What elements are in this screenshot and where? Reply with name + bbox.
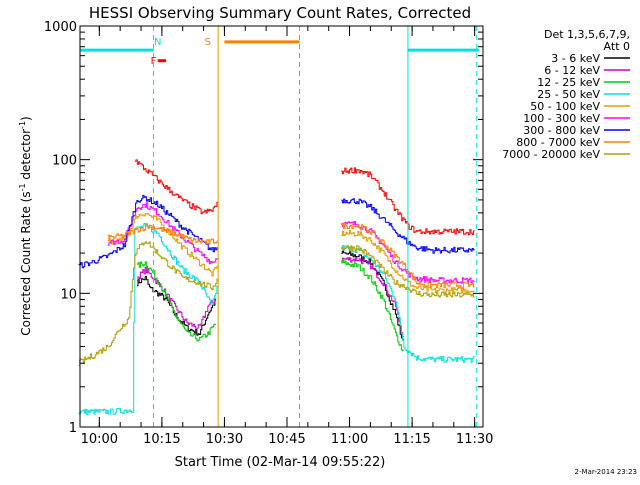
series-layer xyxy=(78,159,475,415)
series-line-0-seg1 xyxy=(136,276,217,336)
series-line-1-seg1 xyxy=(136,266,217,329)
series-line-7-seg1 xyxy=(107,224,219,245)
legend-label-6: 300 - 800 keV xyxy=(523,124,600,137)
series-line-2-seg2 xyxy=(341,260,404,352)
series-line-6-seg1 xyxy=(78,194,219,269)
legend-header-line1: Det 1,3,5,6,7,9, xyxy=(544,28,630,41)
x-axis-label: Start Time (02-Mar-14 09:55:22) xyxy=(175,455,386,470)
legend-label-3: 25 - 50 keV xyxy=(537,88,600,101)
x-tick-label-0: 10:00 xyxy=(81,432,118,447)
x-tick-label-6: 11:30 xyxy=(456,432,493,447)
series-line-1-seg2 xyxy=(341,257,404,337)
legend-label-4: 50 - 100 keV xyxy=(530,100,600,113)
series-line-8-seg1 xyxy=(78,241,219,366)
legend-label-2: 12 - 25 keV xyxy=(537,76,600,89)
axis-layer: 1 10 100 1000 10:00 10:15 10:30 10:45 11:00 11:15… xyxy=(44,20,493,447)
series-line-9-seg1 xyxy=(134,159,219,215)
series-line-0-seg2 xyxy=(341,250,404,340)
legend-label-5: 100 - 300 keV xyxy=(523,112,600,125)
marker-layer xyxy=(153,26,478,427)
y-tick-label-2: 100 xyxy=(52,154,77,169)
chart-title: HESSI Observing Summary Count Rates, Cor… xyxy=(89,4,471,22)
x-tick-label-5: 11:15 xyxy=(393,432,430,447)
status-flag-F: F xyxy=(151,56,157,67)
legend-label-8: 7000 - 20000 keV xyxy=(502,148,600,161)
legend-label-0: 3 - 6 keV xyxy=(551,52,600,65)
status-flag-S: S xyxy=(205,37,211,48)
y-tick-label-1: 10 xyxy=(60,287,77,302)
y-tick-label-3: 1000 xyxy=(44,20,77,35)
series-line-5-seg1 xyxy=(107,202,219,265)
y-tick-label-0: 1 xyxy=(69,421,77,436)
series-line-6-seg2 xyxy=(341,198,475,254)
series-line-9-seg2 xyxy=(341,167,475,235)
series-line-4-seg2 xyxy=(341,230,475,294)
series-line-2-seg1 xyxy=(136,261,217,342)
timestamp: 2-Mar-2014 23:23 xyxy=(575,468,637,476)
series-line-4-seg1 xyxy=(107,213,219,277)
series-line-3-seg1 xyxy=(78,222,219,415)
x-tick-label-1: 10:15 xyxy=(143,432,180,447)
x-tick-label-2: 10:30 xyxy=(206,432,243,447)
legend-label-7: 800 - 7000 keV xyxy=(516,136,600,149)
x-tick-label-4: 11:00 xyxy=(331,432,368,447)
status-flag-N: N xyxy=(154,37,161,48)
legend-label-1: 6 - 12 keV xyxy=(544,64,600,77)
y-axis-label: Corrected Count Rate (s-1 detector-1) xyxy=(18,116,33,335)
legend-header-line2: Att 0 xyxy=(604,40,630,53)
status-layer: NF S xyxy=(80,37,479,67)
plot-frame xyxy=(79,25,484,428)
x-tick-label-3: 10:45 xyxy=(268,432,305,447)
